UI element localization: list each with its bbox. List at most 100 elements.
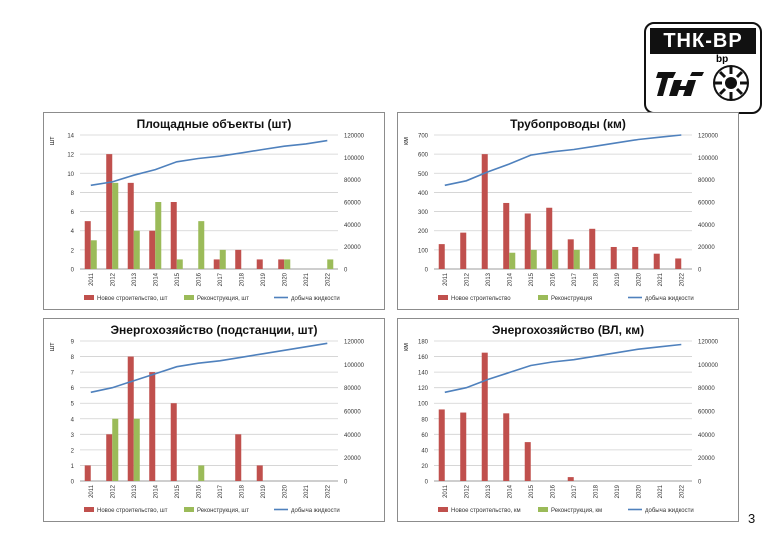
y-right-tick-label: 120000 xyxy=(344,340,365,346)
legend-swatch xyxy=(184,295,194,300)
y-left-tick-label: 100 xyxy=(418,248,429,254)
legend-label: добыча жидкости xyxy=(291,296,340,302)
y-right-tick-label: 80000 xyxy=(344,178,361,184)
y-left-tick-label: 5 xyxy=(71,402,75,408)
legend-label: Реконструкция, шт xyxy=(197,508,249,514)
y-left-tick-label: 200 xyxy=(418,229,429,235)
y-left-tick-label: 180 xyxy=(418,340,429,346)
x-tick-label: 2011 xyxy=(443,272,449,286)
x-tick-label: 2013 xyxy=(486,484,492,498)
bar-new-construction xyxy=(213,259,220,269)
legend-label: Реконструкция xyxy=(551,296,592,302)
bar-new-construction xyxy=(653,253,660,269)
legend-label: Новое строительство, шт xyxy=(97,508,168,514)
y-left-tick-label: 6 xyxy=(71,386,75,392)
x-tick-label: 2019 xyxy=(261,484,267,498)
x-tick-label: 2021 xyxy=(658,484,664,498)
x-tick-label: 2020 xyxy=(282,272,288,286)
x-tick-label: 2013 xyxy=(486,272,492,286)
x-tick-label: 2021 xyxy=(658,272,664,286)
y-left-tick-label: 0 xyxy=(425,268,429,274)
chart-panel-4: Энергохозяйство (ВЛ, км) км 0 20 40 60 80 100 12… xyxy=(397,318,739,522)
bar-reconstruction xyxy=(573,249,580,269)
legend-label: Новое строительство xyxy=(451,296,511,302)
legend-swatch xyxy=(538,295,548,300)
bar-new-construction xyxy=(567,477,574,481)
bar-reconstruction xyxy=(112,418,119,481)
bar-reconstruction xyxy=(133,230,140,269)
legend-label: Реконструкция, шт xyxy=(197,296,249,302)
x-tick-label: 2013 xyxy=(132,272,138,286)
x-tick-label: 2022 xyxy=(679,272,685,286)
bar-new-construction xyxy=(127,182,134,269)
y-right-tick-label: 0 xyxy=(344,480,348,486)
bar-new-construction xyxy=(256,259,263,269)
x-tick-label: 2012 xyxy=(110,272,116,286)
x-tick-label: 2014 xyxy=(507,272,513,286)
legend-label: добыча жидкости xyxy=(645,296,694,302)
bar-reconstruction xyxy=(198,221,205,269)
bar-reconstruction xyxy=(90,240,97,269)
y-right-tick-label: 60000 xyxy=(344,410,361,416)
chart-panel-1: Площадные объекты (шт) шт 0 2 4 6 8 10 12 14 0 2000… xyxy=(43,112,385,310)
y-right-tick-label: 80000 xyxy=(344,386,361,392)
x-tick-label: 2012 xyxy=(464,272,470,286)
y-left-tick-label: 1 xyxy=(71,464,75,470)
y-right-tick-label: 120000 xyxy=(698,134,719,140)
bar-new-construction xyxy=(546,207,553,269)
y-right-tick-label: 20000 xyxy=(698,456,715,462)
bar-new-construction xyxy=(675,258,682,269)
x-tick-label: 2011 xyxy=(443,484,449,498)
x-tick-label: 2020 xyxy=(636,272,642,286)
y-left-tick-label: 0 xyxy=(425,480,429,486)
x-tick-label: 2015 xyxy=(175,484,181,498)
y-left-tick-label: 8 xyxy=(71,355,75,361)
x-tick-label: 2019 xyxy=(615,484,621,498)
y-right-tick-label: 60000 xyxy=(344,201,361,207)
bar-reconstruction xyxy=(198,465,205,481)
y-right-tick-label: 40000 xyxy=(344,223,361,229)
bar-new-construction xyxy=(256,465,263,481)
chart-svg-2: Трубопроводы (км) км 0 100 200 300 400 500 600 70… xyxy=(403,117,719,302)
bp-text: bp xyxy=(716,54,729,65)
y-right-tick-label: 20000 xyxy=(698,245,715,251)
y-axis-label: шт xyxy=(49,136,56,146)
x-tick-label: 2012 xyxy=(110,484,116,498)
x-tick-label: 2019 xyxy=(615,272,621,286)
bar-reconstruction xyxy=(327,259,334,269)
legend-swatch xyxy=(438,295,448,300)
line-liquid-production xyxy=(90,342,328,394)
chart-svg-3: Энергохозяйство (подстанции, шт) шт 0 1 2 3 4 5… xyxy=(49,323,365,514)
bar-new-construction xyxy=(84,465,91,481)
y-right-tick-label: 60000 xyxy=(698,201,715,207)
bar-new-construction xyxy=(235,249,242,269)
x-tick-label: 2014 xyxy=(153,272,159,286)
x-tick-label: 2016 xyxy=(550,272,556,286)
x-tick-label: 2020 xyxy=(636,484,642,498)
y-left-tick-label: 120 xyxy=(418,386,429,392)
y-left-tick-label: 4 xyxy=(71,229,75,235)
bar-new-construction xyxy=(149,230,156,269)
bar-reconstruction xyxy=(530,249,537,269)
y-left-tick-label: 40 xyxy=(421,448,428,454)
chart-title: Трубопроводы (км) xyxy=(510,117,626,131)
y-left-tick-label: 140 xyxy=(418,371,429,377)
x-tick-label: 2017 xyxy=(218,272,224,286)
x-tick-label: 2018 xyxy=(239,272,245,286)
y-right-tick-label: 100000 xyxy=(698,363,719,369)
x-tick-label: 2018 xyxy=(239,484,245,498)
y-left-tick-label: 700 xyxy=(418,134,429,140)
y-left-tick-label: 12 xyxy=(67,153,74,159)
bar-reconstruction xyxy=(155,202,162,269)
bar-new-construction xyxy=(235,434,242,481)
logo-text: ТНК-ВР xyxy=(650,28,756,54)
x-tick-label: 2020 xyxy=(282,484,288,498)
y-axis-label: км xyxy=(403,343,410,351)
y-right-tick-label: 20000 xyxy=(344,456,361,462)
bar-new-construction xyxy=(567,239,574,269)
bar-new-construction xyxy=(84,221,91,269)
bar-new-construction xyxy=(170,403,177,481)
y-left-tick-label: 0 xyxy=(71,480,75,486)
x-tick-label: 2015 xyxy=(529,484,535,498)
bar-reconstruction xyxy=(552,249,559,269)
